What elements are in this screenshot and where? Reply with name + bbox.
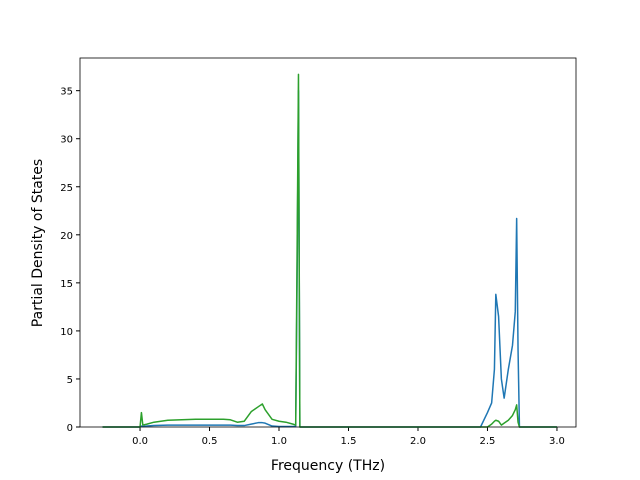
x-tick-label: 2.0 (410, 436, 426, 447)
x-tick-label: 1.0 (271, 436, 287, 447)
y-axis-label: Partial Density of States (30, 159, 46, 327)
data-line (102, 89, 557, 428)
y-tick-label: 10 (60, 327, 73, 338)
y-tick-label: 30 (60, 135, 73, 146)
y-tick-label: 5 (67, 375, 73, 386)
y-tick-label: 35 (60, 87, 73, 98)
plot-frame (79, 57, 577, 428)
x-tick-label: 3.0 (549, 436, 565, 447)
y-tick-label: 15 (60, 279, 73, 290)
x-tick-label: 1.5 (341, 436, 357, 447)
x-tick-label: 0.5 (202, 436, 218, 447)
x-axis-label: Frequency (THz) (271, 458, 385, 474)
y-tick-label: 25 (60, 183, 73, 194)
x-tick-label: 0.0 (132, 436, 148, 447)
data-line (102, 73, 557, 428)
y-tick-label: 0 (67, 423, 73, 434)
x-tick-label: 2.5 (480, 436, 496, 447)
y-tick-label: 20 (60, 231, 73, 242)
